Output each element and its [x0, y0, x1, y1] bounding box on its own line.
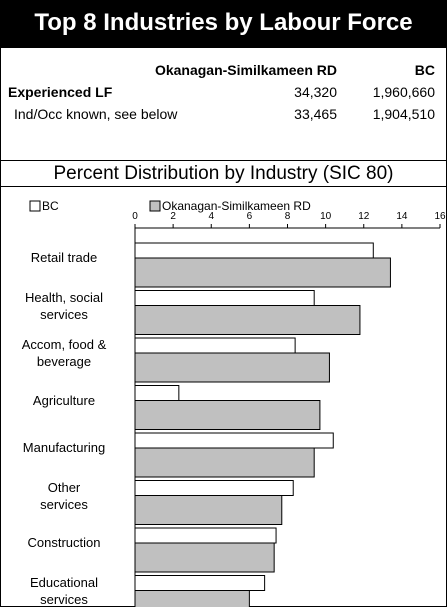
bar [134, 290, 315, 306]
legend-label: Okanagan-Similkameen RD [162, 199, 311, 213]
bar [134, 575, 266, 591]
x-tick-label: 12 [358, 211, 370, 222]
y-tick-label: Construction [27, 535, 101, 550]
bar [134, 447, 315, 478]
cell: 34,320 [294, 84, 337, 100]
legend-label: BC [42, 199, 59, 213]
cell: 1,960,660 [372, 84, 435, 100]
bar [134, 385, 180, 401]
column-header: Okanagan-Similkameen RD [154, 62, 337, 78]
bar [134, 495, 283, 525]
x-tick-label: 14 [396, 211, 408, 222]
y-tick-label: Accom, food & beverage [21, 337, 107, 369]
bar [134, 257, 391, 288]
x-tick-label: 0 [132, 211, 138, 222]
bar [134, 400, 321, 430]
x-tick-label: 10 [320, 211, 332, 222]
y-tick-label: Manufacturing [22, 440, 106, 455]
y-tick-label: Retail trade [30, 250, 98, 265]
row-label: Ind/Occ known, see below [14, 106, 178, 122]
bar [134, 242, 374, 259]
chart-title: Percent Distribution by Industry (SIC 80… [53, 163, 394, 184]
bar [134, 337, 296, 354]
x-tick-label: 2 [170, 211, 176, 222]
bar [134, 542, 275, 573]
bar [134, 480, 294, 496]
bar [134, 432, 334, 449]
row-label: Experienced LF [8, 84, 113, 100]
bar [134, 352, 330, 383]
cell: 1,904,510 [372, 106, 435, 122]
column-header: BC [414, 62, 435, 78]
y-tick-label: Agriculture [32, 392, 96, 408]
legend-swatch [29, 200, 41, 212]
bar [134, 590, 250, 607]
x-tick-label: 16 [434, 211, 446, 222]
title-bar [0, 0, 447, 48]
y-tick-label: Other services [40, 479, 88, 512]
cell: 33,465 [294, 106, 337, 122]
bar [134, 527, 277, 544]
x-tick-label: 6 [247, 211, 253, 222]
y-tick-label: Educational services [30, 574, 98, 607]
y-tick-label: Health, social services [24, 289, 104, 322]
page-title: Top 8 Industries by Labour Force [34, 9, 413, 36]
legend-swatch [149, 200, 161, 212]
bar [134, 305, 361, 335]
x-tick-label: 8 [285, 211, 291, 222]
x-tick-label: 4 [208, 211, 214, 222]
